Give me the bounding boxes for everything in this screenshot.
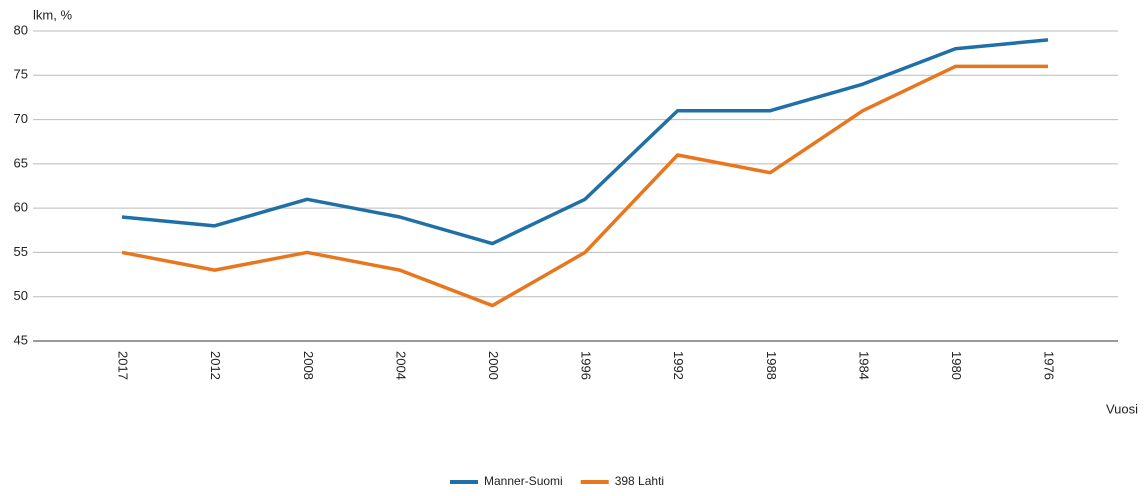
y-tick-label: 45 [14, 332, 28, 347]
x-tick-label: 1988 [764, 351, 779, 380]
x-tick-label: 2004 [393, 351, 408, 380]
series-line [121, 64, 1048, 308]
x-tick-label: 2012 [208, 351, 223, 380]
legend-label: 398 Lahti [615, 474, 664, 488]
series-line [121, 38, 1049, 246]
x-tick-label: 2008 [301, 351, 316, 380]
x-axis-label: Vuosi [1106, 401, 1138, 416]
x-tick-label: 1992 [671, 351, 686, 380]
y-tick-label: 75 [14, 67, 28, 82]
y-tick-label: 80 [14, 22, 28, 37]
y-axis-label: lkm, % [33, 7, 72, 22]
x-tick-label: 1996 [579, 351, 594, 380]
x-tick-label: 1980 [949, 351, 964, 380]
y-tick-label: 65 [14, 155, 28, 170]
legend-label: Manner-Suomi [484, 474, 563, 488]
x-tick-label: 1976 [1042, 351, 1057, 380]
x-tick-label: 2000 [486, 351, 501, 380]
y-tick-label: 70 [14, 111, 28, 126]
x-tick-label: 2017 [116, 351, 131, 380]
y-tick-label: 50 [14, 288, 28, 303]
y-tick-label: 60 [14, 200, 28, 215]
x-tick-label: 1984 [856, 351, 871, 380]
y-tick-label: 55 [14, 244, 28, 259]
